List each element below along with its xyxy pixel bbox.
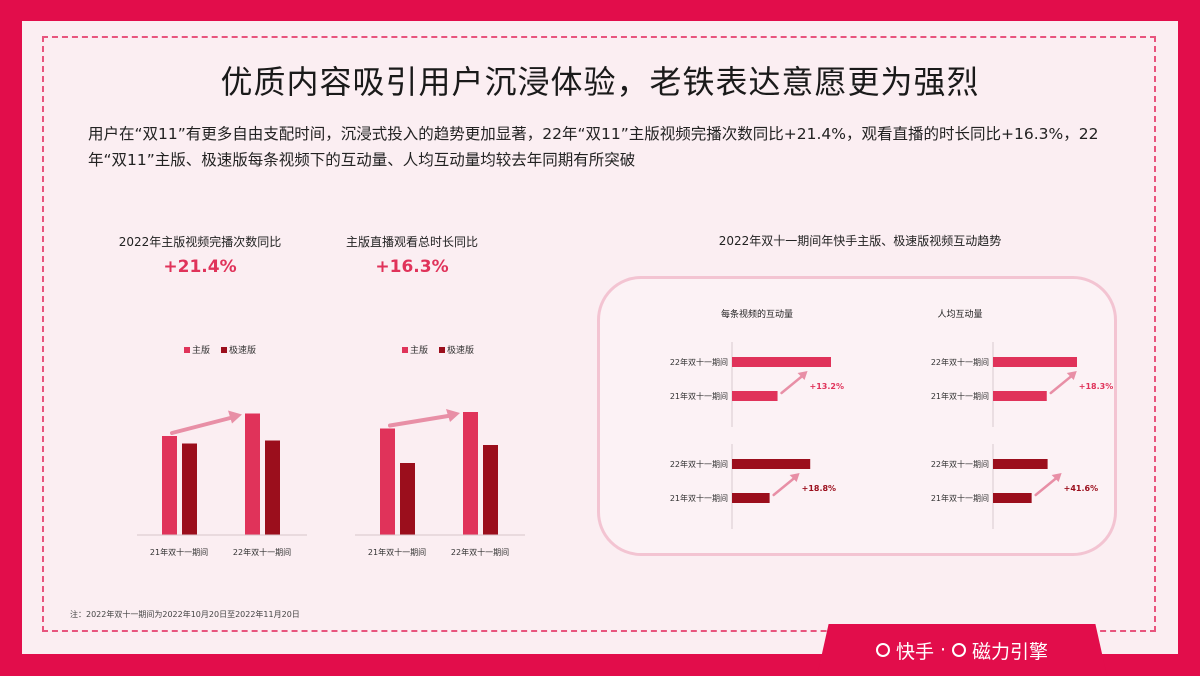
chart1-growth-arrow-head bbox=[228, 410, 242, 424]
chart2-legend-label-1: 极速版 bbox=[447, 344, 474, 356]
chart1-legend-label-0: 主版 bbox=[192, 344, 210, 356]
chart2-svg: 主版 极速版 21年双十一期间 22年双十一期间 bbox=[355, 344, 525, 557]
panel1-group0-bar-1 bbox=[993, 391, 1047, 401]
panel0-group0-bar-1 bbox=[732, 391, 778, 401]
magnet-engine-icon bbox=[952, 643, 967, 657]
panel1-group0-ylabel-1: 21年双十一期间 bbox=[931, 391, 989, 401]
panel1-group0-arrow-head bbox=[1066, 371, 1077, 380]
chart1-legend-swatch-1 bbox=[221, 347, 227, 353]
chart1-bar-1-1 bbox=[265, 440, 280, 535]
brand-engine: 磁力引擎 bbox=[972, 640, 1049, 663]
chart1-bar-0-1 bbox=[182, 443, 197, 535]
panel0-group1-ylabel-1: 21年双十一期间 bbox=[670, 493, 728, 503]
chart2-xtick-0: 21年双十一期间 bbox=[368, 547, 426, 557]
panel1-group1-ylabel-1: 21年双十一期间 bbox=[931, 493, 989, 503]
chart1-legend-label-1: 极速版 bbox=[229, 344, 256, 356]
panel0-group0-arrow-line bbox=[780, 373, 805, 395]
panel1-group1-arrow-line bbox=[1034, 475, 1059, 497]
panel0-group1-bar-0 bbox=[732, 459, 811, 469]
chart1-bar-0-0 bbox=[162, 436, 177, 535]
chart2-legend-label-0: 主版 bbox=[410, 344, 428, 356]
chart2-growth-arrow-line bbox=[388, 413, 456, 428]
slide: 优质内容吸引用户沉浸体验，老铁表达意愿更为强烈 用户在“双11”有更多自由支配时… bbox=[22, 21, 1178, 676]
panel1-group1-ylabel-0: 22年双十一期间 bbox=[931, 459, 989, 469]
description-text: 用户在“双11”有更多自由支配时间，沉浸式投入的趋势更加显著，22年“双11”主… bbox=[88, 125, 1099, 169]
panel0-group1-bar-1 bbox=[732, 493, 770, 503]
brand-logo: 快手 · 磁力引擎 bbox=[817, 624, 1107, 676]
brand-separator: · bbox=[939, 639, 947, 661]
dashed-frame bbox=[42, 36, 1156, 632]
interaction-svg: 22年双十一期间 21年双十一期间 +13.2% 22年双十一期间 21年双十一期间 +1… bbox=[670, 342, 1113, 529]
chart2-xtick-1: 22年双十一期间 bbox=[451, 547, 509, 557]
chart2-legend-swatch-1 bbox=[439, 347, 445, 353]
chart1-growth: +21.4% bbox=[163, 257, 237, 277]
panel0-group0-growth-label: +13.2% bbox=[810, 382, 844, 391]
chart1-xtick-1: 22年双十一期间 bbox=[233, 547, 291, 557]
chart2-bar-0-1 bbox=[400, 463, 415, 535]
panel1-group1-bar-0 bbox=[993, 459, 1048, 469]
panel0-group0-arrow-head bbox=[797, 371, 808, 380]
panel0-group1-growth-label: +18.8% bbox=[802, 484, 836, 493]
panel1-group1-arrow-head bbox=[1051, 473, 1062, 482]
panel0-group1-ylabel-0: 22年双十一期间 bbox=[670, 459, 728, 469]
chart1-growth-arrow-line bbox=[170, 414, 238, 435]
kuaishou-logo-icon bbox=[875, 643, 890, 657]
panel0-group0-bar-0 bbox=[732, 357, 831, 367]
panel1-group0-bar-0 bbox=[993, 357, 1077, 367]
chart2-title: 主版直播观看总时长同比 bbox=[345, 235, 478, 249]
panel2-title: 人均互动量 bbox=[937, 310, 983, 320]
panel1-group0-arrow-line bbox=[1049, 373, 1075, 395]
chart1-svg: 主版 极速版 21年双十一期间 22年双十一期间 bbox=[137, 344, 307, 557]
panel0-group1-arrow-line bbox=[772, 475, 797, 497]
page-title: 优质内容吸引用户沉浸体验，老铁表达意愿更为强烈 bbox=[220, 63, 980, 101]
panel0-group0-ylabel-0: 22年双十一期间 bbox=[670, 357, 728, 367]
panel1-group0-ylabel-0: 22年双十一期间 bbox=[931, 357, 989, 367]
chart2-bar-1-0 bbox=[463, 412, 478, 535]
brand-kuaishou: 快手 bbox=[895, 640, 934, 663]
panel0-group0-ylabel-1: 21年双十一期间 bbox=[670, 391, 728, 401]
interaction-panel-box bbox=[597, 276, 1117, 556]
chart2-growth-arrow-head bbox=[446, 409, 460, 422]
interaction-group-title: 2022年双十一期间年快手主版、极速版视频互动趋势 bbox=[718, 234, 1002, 248]
panel1-group1-growth-label: +41.6% bbox=[1064, 484, 1098, 493]
chart2-bar-0-0 bbox=[380, 428, 395, 535]
chart2-legend-swatch-0 bbox=[402, 347, 408, 353]
panel1-title: 每条视频的互动量 bbox=[720, 310, 793, 320]
chart1-legend-swatch-0 bbox=[184, 347, 190, 353]
chart2-growth: +16.3% bbox=[375, 257, 449, 277]
panel1-group1-bar-1 bbox=[993, 493, 1032, 503]
chart2-bar-1-1 bbox=[483, 445, 498, 535]
chart1-title: 2022年主版视频完播次数同比 bbox=[118, 235, 282, 249]
footnote: 注：2022年双十一期间为2022年10月20日至2022年11月20日 bbox=[70, 610, 300, 619]
panel1-group0-growth-label: +18.3% bbox=[1079, 382, 1113, 391]
chart1-xtick-0: 21年双十一期间 bbox=[150, 547, 208, 557]
panel0-group1-arrow-head bbox=[789, 473, 800, 482]
chart1-bar-1-0 bbox=[245, 413, 260, 535]
